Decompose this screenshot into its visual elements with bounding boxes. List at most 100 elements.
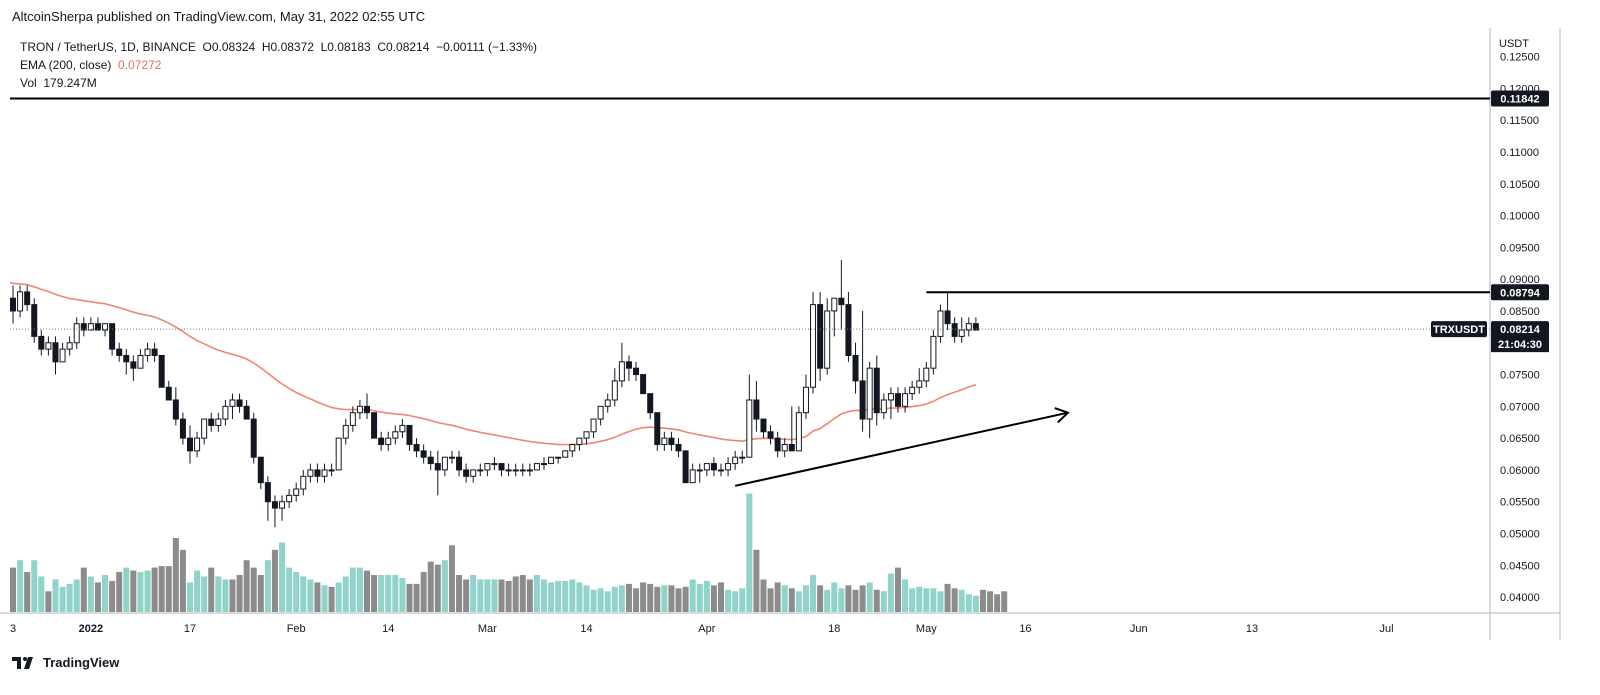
candle-body <box>845 304 852 356</box>
candle-body <box>342 424 349 439</box>
price-tick-label: 0.06500 <box>1500 433 1540 445</box>
candle-body <box>194 437 201 452</box>
candle <box>321 463 328 483</box>
symbol-name[interactable]: TRON / TetherUS, 1D, BINANCE <box>20 40 196 54</box>
volume-bar <box>880 591 887 612</box>
candle <box>958 317 965 343</box>
volume-bar <box>972 595 979 612</box>
volume-bar <box>703 580 710 612</box>
candle-body <box>17 291 24 312</box>
candle-body <box>895 393 901 407</box>
time-tick-label: May <box>916 623 937 635</box>
level-price-tag[interactable]: 0.08794 <box>1491 284 1549 301</box>
ema-label[interactable]: EMA (200, close) <box>20 58 112 72</box>
candle <box>760 418 767 439</box>
volume-bar <box>795 591 802 612</box>
candle <box>385 431 392 451</box>
volume-bar <box>208 567 215 612</box>
candle <box>576 437 583 451</box>
volume-bar <box>491 579 498 612</box>
candle-body <box>208 418 215 426</box>
tradingview-footer: TradingView <box>12 655 119 670</box>
time-tick-label: 3 <box>10 623 16 635</box>
candle <box>10 285 16 324</box>
candle <box>342 419 349 445</box>
candle-body <box>470 469 477 477</box>
volume-bar <box>151 567 158 612</box>
candle <box>201 418 208 445</box>
candle-body <box>321 469 328 477</box>
candle-body <box>66 342 73 350</box>
candle-body <box>696 469 703 472</box>
candle <box>491 457 498 470</box>
candle-body <box>958 329 965 337</box>
volume-bar <box>576 582 583 612</box>
candle <box>746 374 753 458</box>
volume-bar <box>392 575 399 612</box>
candle <box>264 476 271 521</box>
volume-bar <box>944 583 951 612</box>
trendline[interactable] <box>734 411 1069 487</box>
volume-label[interactable]: Vol <box>20 76 37 90</box>
level-price-tag[interactable]: 0.11842 <box>1491 90 1549 107</box>
volume-bar <box>399 577 406 612</box>
candle-body <box>937 310 944 337</box>
candle-body <box>441 456 448 471</box>
volume-bar <box>583 585 590 612</box>
volume-bar <box>541 579 547 612</box>
candle <box>774 431 781 458</box>
candle <box>696 463 703 483</box>
volume-bar <box>824 589 831 612</box>
volume-bar <box>512 576 519 612</box>
candle <box>116 342 123 362</box>
candle-body <box>385 437 392 445</box>
candle-body <box>831 297 838 312</box>
candle <box>710 457 717 477</box>
volume-bar <box>300 576 307 612</box>
candle-body <box>399 424 406 433</box>
price-tick-label: 0.09000 <box>1500 274 1540 286</box>
candle <box>859 310 866 432</box>
level-price-tag-text: 0.11842 <box>1500 93 1539 105</box>
price-tick-label: 0.04500 <box>1500 560 1540 572</box>
candle-body <box>130 361 137 369</box>
candle-body <box>229 399 236 407</box>
candle-body <box>201 418 208 439</box>
volume-bar <box>696 583 703 612</box>
candle <box>887 387 894 420</box>
candle <box>314 463 321 483</box>
candle-body <box>526 469 533 472</box>
candle <box>548 456 555 465</box>
volume-bar <box>611 586 618 612</box>
volume-bar <box>243 560 250 612</box>
candle-body <box>356 405 363 414</box>
candle-body <box>703 463 710 471</box>
volume-bar <box>930 588 937 612</box>
volume-legend-line: Vol 179.247M <box>20 74 537 92</box>
candle <box>165 380 172 401</box>
candle <box>923 361 930 388</box>
candle-body <box>406 424 413 445</box>
candle <box>937 304 944 343</box>
candle-body <box>576 437 583 445</box>
symbol-tag[interactable]: TRXUSDT <box>1431 321 1487 338</box>
candle-body <box>753 399 760 420</box>
candle-body <box>456 456 463 471</box>
candle <box>420 444 427 464</box>
candle <box>541 457 547 470</box>
volume-bar <box>144 570 151 612</box>
time-tick-label: 18 <box>828 623 840 635</box>
volume-bar <box>427 561 434 612</box>
volume-bar <box>909 588 916 612</box>
candle-body <box>682 450 689 484</box>
time-tick-label: 14 <box>382 623 394 635</box>
candle <box>187 425 193 464</box>
current-price-tag[interactable]: 0.08214 <box>1491 321 1549 338</box>
candle <box>972 317 979 331</box>
candle-body <box>52 342 59 363</box>
volume-bar <box>59 586 66 612</box>
candle-body <box>555 456 562 459</box>
time-tick-label: 13 <box>1246 623 1258 635</box>
candle-body <box>887 393 894 401</box>
